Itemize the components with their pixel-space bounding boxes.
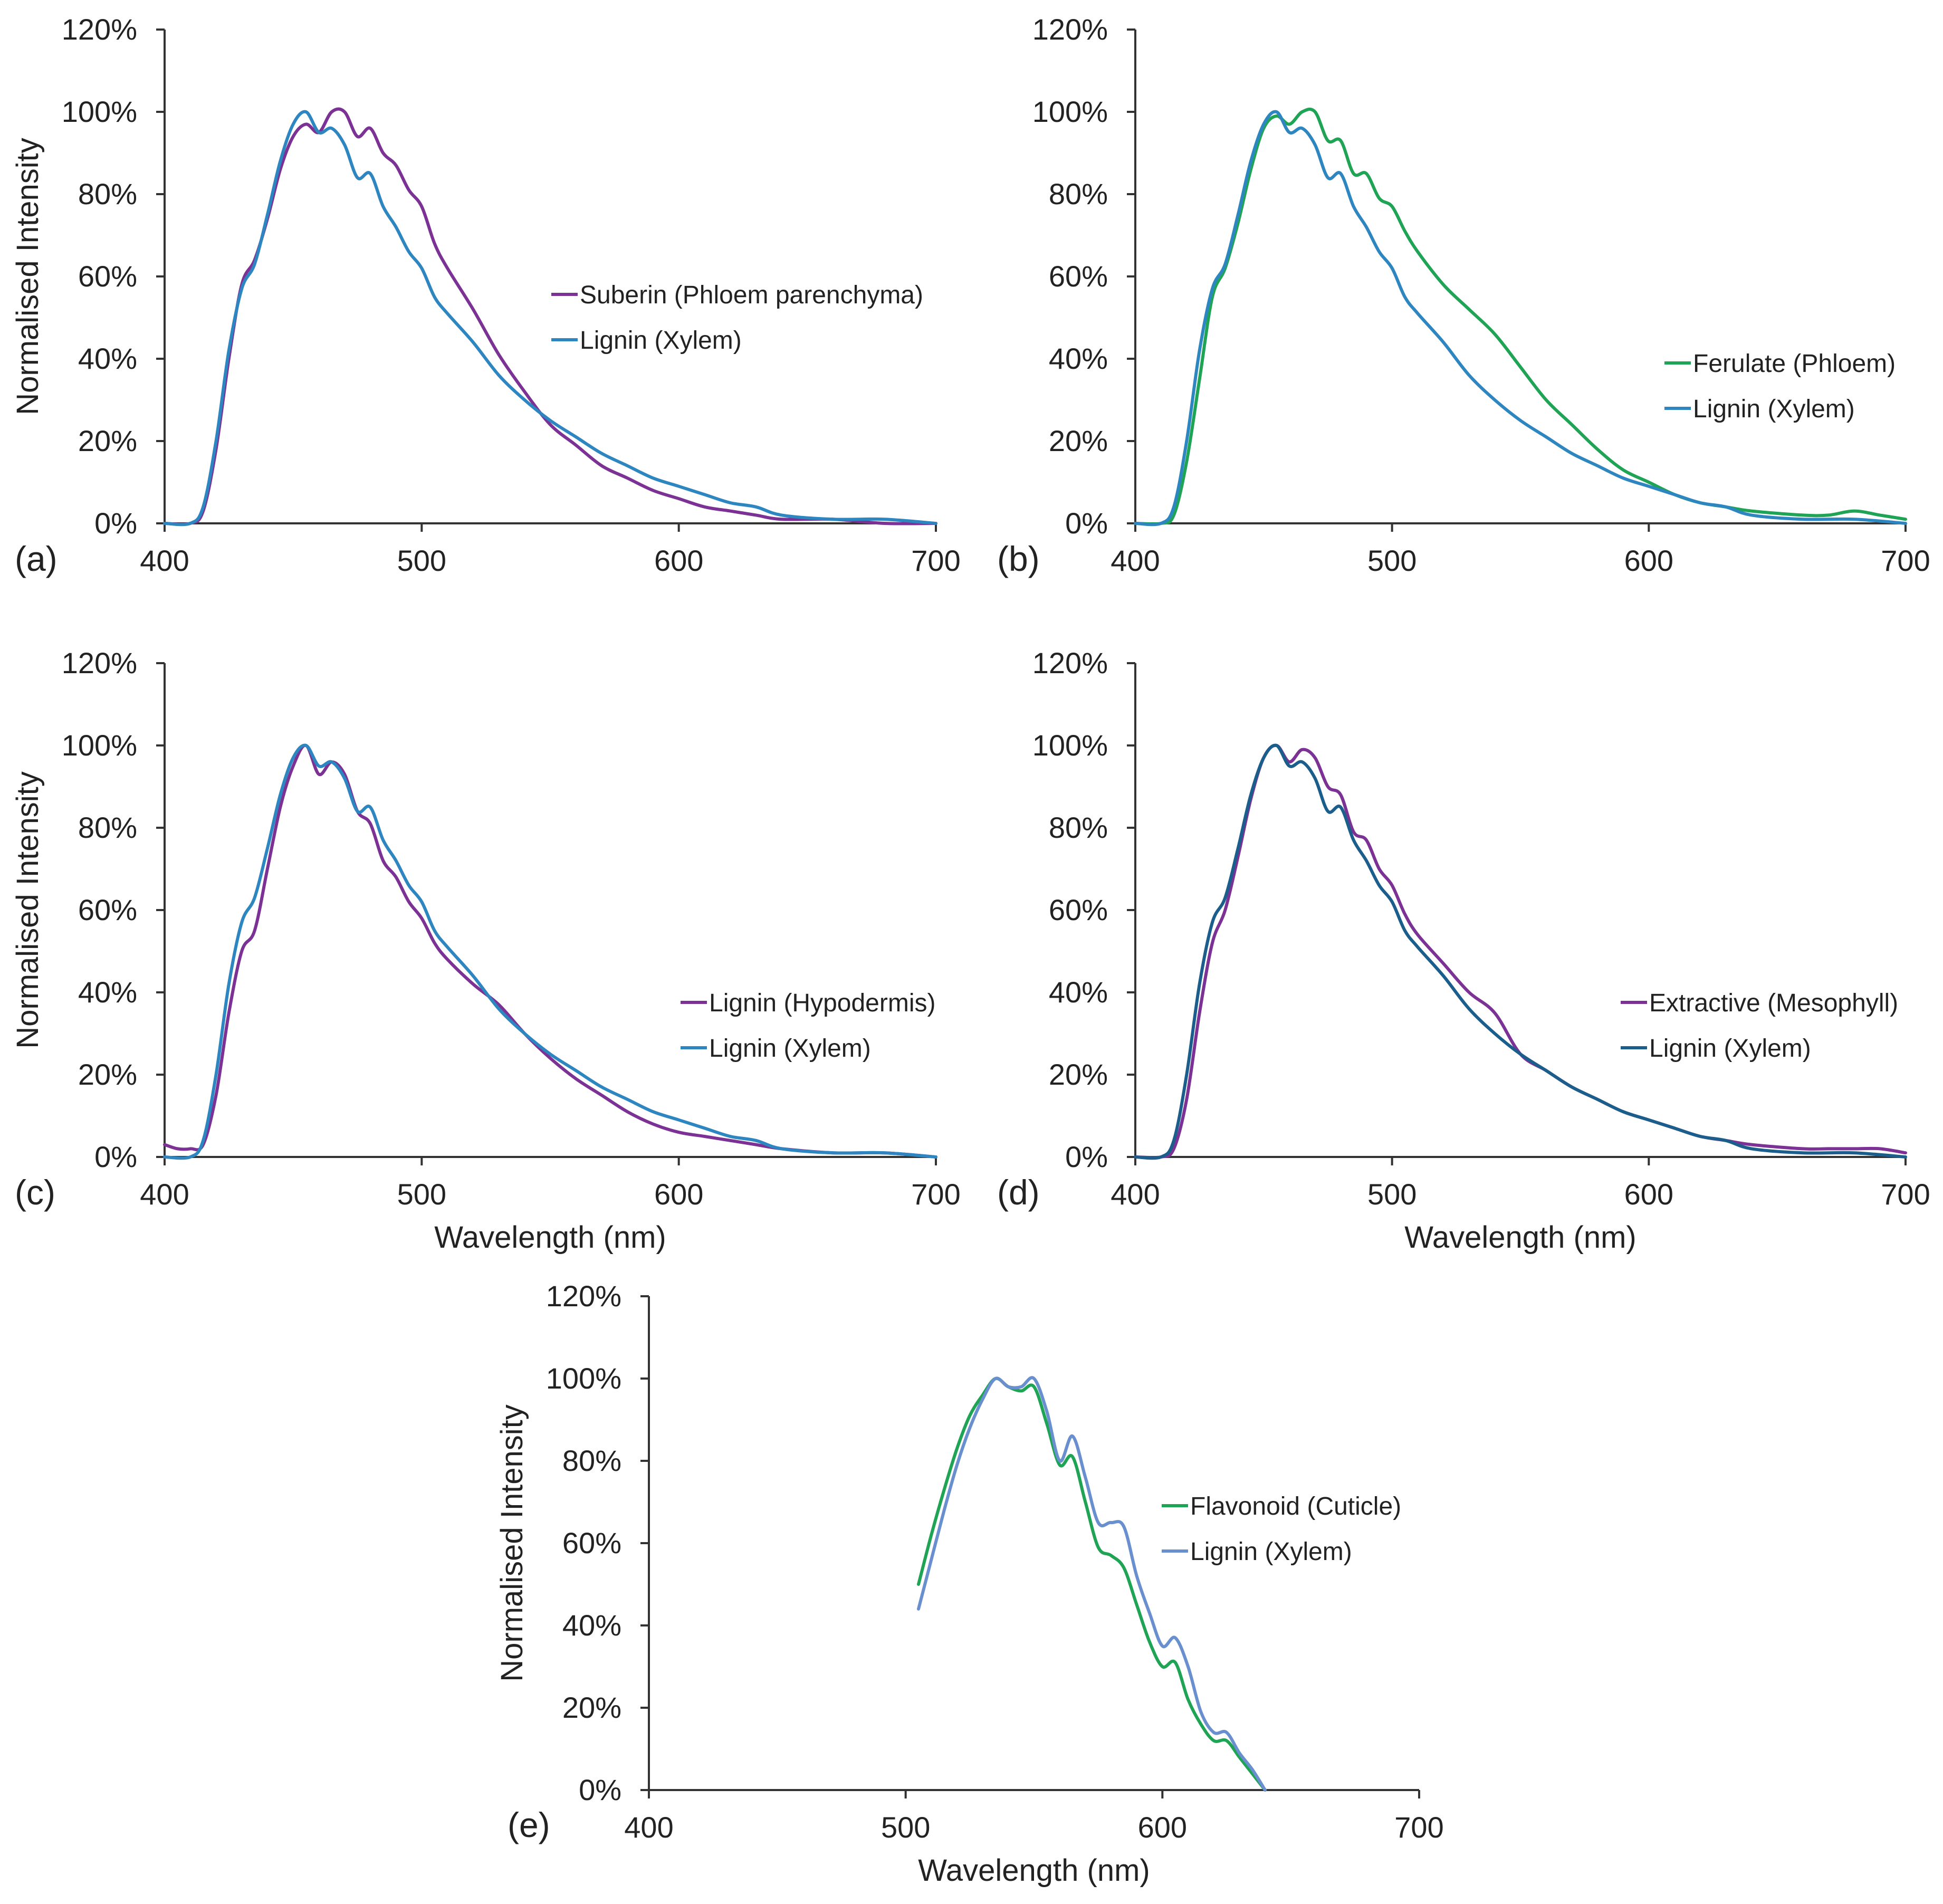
y-tick-label: 80% [78,811,137,844]
x-tick-label: 500 [397,1178,446,1211]
y-tick-label: 40% [1049,975,1108,1009]
chart-panel-4: 0% 20% 40% 60% 80% 100% 120% 400 500 600 700 Wavele… [997,646,1930,1255]
y-tick-label: 0% [94,506,137,540]
y-tick-label: 20% [562,1691,621,1724]
x-tick-label: 700 [1881,1178,1930,1211]
y-tick-label: 60% [78,893,137,926]
y-tick-label: 0% [579,1773,621,1806]
series-line-1 [163,107,937,526]
chart-panel-1: 0% 20% 40% 60% 80% 100% 120% 400 500 600 700 Normal… [11,13,961,578]
y-tick-label: 60% [78,260,137,293]
y-tick-label: 100% [546,1362,621,1395]
panel-label: (d) [997,1173,1040,1212]
chart-panel-3: 0% 20% 40% 60% 80% 100% 120% 400 500 600 700 Normal… [11,646,961,1255]
x-tick-label: 700 [1394,1811,1443,1844]
y-tick-label: 80% [1049,811,1108,844]
y-tick-label: 100% [1032,729,1108,762]
panel-label: (e) [508,1805,550,1844]
legend-label: Suberin (Phloem parenchyma) [580,281,923,309]
y-axis-title: Normalised Intensity [11,771,45,1048]
series-line-1 [163,743,937,1159]
panel-label: (c) [15,1173,55,1212]
panel-label: (a) [15,539,58,578]
x-tick-label: 600 [1624,1178,1673,1211]
series-line-2 [1134,110,1907,527]
y-tick-label: 80% [78,177,137,211]
y-tick-label: 40% [1049,342,1108,375]
series-line-2 [917,1376,1267,1792]
y-tick-label: 120% [1032,646,1108,680]
y-axis-title: Normalised Intensity [11,138,45,415]
y-tick-label: 20% [1049,1058,1108,1091]
x-tick-label: 700 [911,544,960,577]
x-tick-label: 500 [397,544,446,577]
x-tick-label: 500 [881,1811,930,1844]
x-tick-label: 400 [140,1178,189,1211]
y-tick-label: 100% [1032,95,1108,128]
legend-label: Lignin (Xylem) [1693,395,1855,423]
y-tick-label: 20% [78,1058,137,1091]
y-tick-label: 80% [1049,177,1108,211]
x-tick-label: 400 [1111,544,1160,577]
chart-panel-5: 0% 20% 40% 60% 80% 100% 120% 400 500 600 700 Normal… [495,1279,1444,1888]
x-tick-label: 400 [140,544,189,577]
y-tick-label: 60% [562,1526,621,1559]
x-tick-label: 400 [1111,1178,1160,1211]
x-tick-label: 600 [654,1178,703,1211]
legend-label: Lignin (Xylem) [1649,1035,1811,1063]
y-tick-label: 120% [62,13,137,46]
legend-label: Ferulate (Phloem) [1693,350,1896,378]
y-tick-label: 120% [1032,13,1108,46]
legend-label: Lignin (Xylem) [1190,1538,1352,1566]
x-axis-title: Wavelength (nm) [434,1220,666,1255]
y-axis-title: Normalised Intensity [495,1404,529,1681]
y-tick-label: 40% [562,1609,621,1642]
panel-label: (b) [997,539,1040,578]
y-tick-label: 100% [62,729,137,762]
x-tick-label: 600 [1138,1811,1187,1844]
series-line-2 [163,110,937,527]
y-tick-label: 0% [94,1140,137,1173]
series-line-1 [917,1376,1267,1792]
y-tick-label: 80% [562,1444,621,1477]
legend-label: Lignin (Xylem) [709,1035,871,1063]
legend-label: Lignin (Hypodermis) [709,989,936,1017]
x-tick-label: 600 [1624,544,1673,577]
y-tick-label: 120% [546,1279,621,1313]
legend-label: Extractive (Mesophyll) [1649,989,1898,1017]
series-line-2 [163,743,937,1160]
series-line-2 [1134,743,1907,1160]
x-tick-label: 500 [1367,544,1416,577]
y-tick-label: 120% [62,646,137,680]
y-tick-label: 20% [78,424,137,457]
chart-panel-2: 0% 20% 40% 60% 80% 100% 120% 400 500 600 700 (b) Fer… [997,13,1930,578]
x-tick-label: 500 [1367,1178,1416,1211]
y-tick-label: 0% [1065,1140,1108,1173]
x-axis-title: Wavelength (nm) [918,1853,1150,1888]
y-tick-label: 40% [78,975,137,1009]
y-tick-label: 40% [78,342,137,375]
x-axis-title: Wavelength (nm) [1404,1220,1636,1255]
y-tick-label: 60% [1049,893,1108,926]
legend-label: Lignin (Xylem) [580,327,742,355]
x-tick-label: 700 [911,1178,960,1211]
x-tick-label: 700 [1881,544,1930,577]
x-tick-label: 600 [654,544,703,577]
y-tick-label: 100% [62,95,137,128]
legend-label: Flavonoid (Cuticle) [1190,1492,1401,1520]
y-tick-label: 60% [1049,260,1108,293]
y-tick-label: 20% [1049,424,1108,457]
y-tick-label: 0% [1065,506,1108,540]
x-tick-label: 400 [624,1811,673,1844]
